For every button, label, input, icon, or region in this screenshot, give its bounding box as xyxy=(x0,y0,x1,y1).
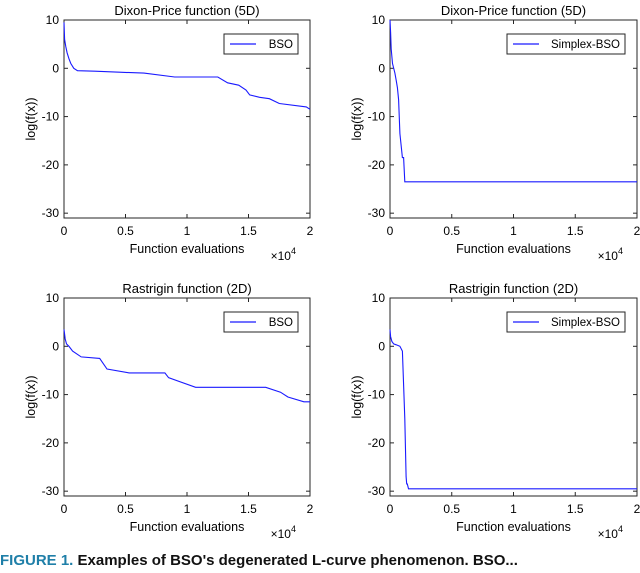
y-tick-label: -30 xyxy=(368,484,386,498)
figure-caption-label: FIGURE 1. xyxy=(0,552,74,569)
x-tick-label: 1.5 xyxy=(240,224,257,238)
x-tick-label: 1.5 xyxy=(567,224,584,238)
y-tick-label: 10 xyxy=(372,13,386,27)
chart-title: Rastrigin function (2D) xyxy=(122,281,251,296)
x-tick-label: 2 xyxy=(634,502,640,516)
x-exponent-label: ×104 xyxy=(598,524,623,541)
y-axis-label: log(f(x)) xyxy=(24,375,38,418)
y-tick-label: -20 xyxy=(42,436,60,450)
series-line-1 xyxy=(63,22,311,110)
x-exponent-power: 4 xyxy=(291,246,296,256)
legend-box xyxy=(506,33,626,55)
legend-box xyxy=(506,311,626,333)
x-tick-label: 0 xyxy=(387,224,394,238)
x-exponent-base: ×10 xyxy=(598,249,619,263)
x-tick-label: 1 xyxy=(184,224,191,238)
y-tick-label: 0 xyxy=(52,61,59,75)
figure-caption: FIGURE 1. Examples of BSO's degenerated … xyxy=(0,552,640,573)
y-tick-label: -30 xyxy=(42,206,60,220)
x-exponent-base: ×10 xyxy=(598,527,619,541)
x-tick-label: 2 xyxy=(307,224,314,238)
y-tick-label: -20 xyxy=(368,436,386,450)
y-tick-label: 0 xyxy=(378,339,385,353)
y-axis-label: log(f(x)) xyxy=(350,97,364,140)
chart-panel-4: Rastrigin function (2D)100-10-20-300 0.5 1… xyxy=(350,281,640,541)
y-tick-label: 10 xyxy=(46,291,60,305)
y-tick-label: -10 xyxy=(42,388,60,402)
y-tick-label: -10 xyxy=(42,110,60,124)
x-exponent-base: ×10 xyxy=(271,527,292,541)
x-axis-label: Function evaluations xyxy=(130,520,245,534)
chart-panel-1: Dixon-Price function (5D)100-10-20-300 0.… xyxy=(24,3,314,263)
x-tick-label: 0.5 xyxy=(443,502,460,516)
y-tick-label: 0 xyxy=(378,61,385,75)
y-axis-label: log(f(x)) xyxy=(24,97,38,140)
x-exponent-power: 4 xyxy=(618,246,623,256)
chart-title: Rastrigin function (2D) xyxy=(449,281,578,296)
y-tick-label: -10 xyxy=(368,110,386,124)
x-exponent-label: ×104 xyxy=(598,246,623,263)
x-exponent-power: 4 xyxy=(618,524,623,534)
x-tick-label: 0.5 xyxy=(117,224,134,238)
x-exponent-power: 4 xyxy=(291,524,296,534)
legend: BSO xyxy=(223,311,299,333)
y-tick-label: -20 xyxy=(368,158,386,172)
x-axis-label: Function evaluations xyxy=(456,242,571,256)
x-tick-label: 0 xyxy=(61,502,68,516)
y-tick-label: 10 xyxy=(46,13,60,27)
x-axis-label: Function evaluations xyxy=(130,242,245,256)
series-line-1 xyxy=(63,329,310,403)
x-tick-label: 0 xyxy=(61,224,68,238)
x-exponent-base: ×10 xyxy=(271,249,292,263)
legend: Simplex-BSO xyxy=(506,311,626,333)
legend-label: BSO xyxy=(269,39,293,51)
legend: BSO xyxy=(223,33,299,55)
y-tick-label: -30 xyxy=(368,206,386,220)
figure-caption-text: Examples of BSO's degenerated L-curve ph… xyxy=(77,552,518,569)
series-line-1 xyxy=(389,329,637,490)
chart-panel-2: Dixon-Price function (5D)100-10-20-300 0.… xyxy=(350,3,640,263)
legend-label: Simplex-BSO xyxy=(551,317,620,329)
y-tick-label: 10 xyxy=(372,291,386,305)
legend-box xyxy=(223,311,299,333)
x-tick-label: 2 xyxy=(307,502,314,516)
legend-label: BSO xyxy=(269,317,293,329)
y-tick-label: -10 xyxy=(368,388,386,402)
chart-title: Dixon-Price function (5D) xyxy=(114,3,259,18)
x-tick-label: 2 xyxy=(634,224,640,238)
legend: Simplex-BSO xyxy=(506,33,626,55)
chart-panel-3: Rastrigin function (2D)100-10-20-300 0.5 1… xyxy=(24,281,314,541)
x-tick-label: 1 xyxy=(510,224,517,238)
x-tick-label: 1 xyxy=(184,502,191,516)
x-exponent-label: ×104 xyxy=(271,246,296,263)
chart-title: Dixon-Price function (5D) xyxy=(441,3,586,18)
x-tick-label: 0.5 xyxy=(117,502,134,516)
y-tick-label: -20 xyxy=(42,158,60,172)
x-tick-label: 1 xyxy=(510,502,517,516)
series-line-1 xyxy=(389,19,637,183)
x-tick-label: 1.5 xyxy=(567,502,584,516)
x-tick-label: 0 xyxy=(387,502,394,516)
y-axis-label: log(f(x)) xyxy=(350,375,364,418)
x-exponent-label: ×104 xyxy=(271,524,296,541)
y-tick-label: -30 xyxy=(42,484,60,498)
x-tick-label: 1.5 xyxy=(240,502,257,516)
x-axis-label: Function evaluations xyxy=(456,520,571,534)
y-tick-label: 0 xyxy=(52,339,59,353)
legend-label: Simplex-BSO xyxy=(551,39,620,51)
x-tick-label: 0.5 xyxy=(443,224,460,238)
legend-box xyxy=(223,33,299,55)
